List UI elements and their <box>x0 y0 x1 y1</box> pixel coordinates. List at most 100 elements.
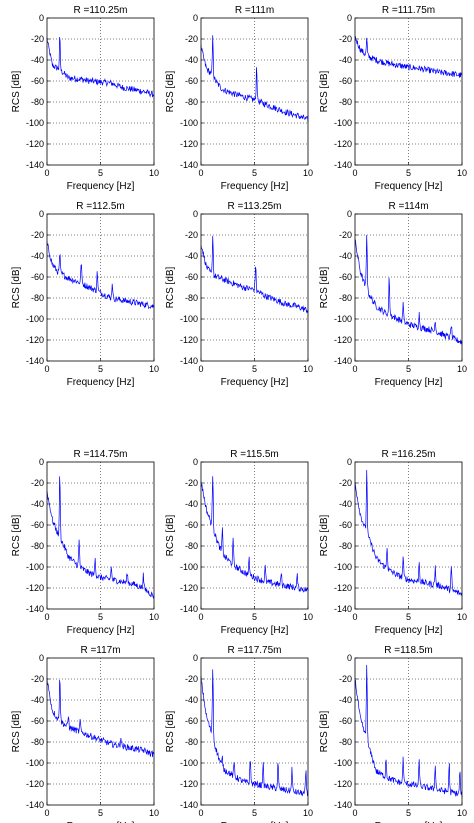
x-tick-label: 10 <box>149 168 159 178</box>
y-tick-label: -80 <box>185 293 198 303</box>
chart-panel: R =118.5m0-20-40-60-80-100-120-1400510Fr… <box>319 645 467 823</box>
y-axis-label: RCS [dB] <box>165 514 176 556</box>
chart-title: R =115.5m <box>230 449 278 460</box>
y-tick-label: -20 <box>339 674 352 684</box>
chart-title: R =117m <box>80 645 120 656</box>
x-axis-label: Frequency [Hz] <box>221 181 289 192</box>
y-tick-label: -60 <box>339 272 352 282</box>
x-tick-label: 10 <box>303 612 313 622</box>
x-tick-label: 0 <box>352 168 357 178</box>
y-tick-label: -120 <box>26 583 44 593</box>
x-tick-label: 5 <box>98 168 103 178</box>
y-tick-label: -80 <box>339 293 352 303</box>
y-tick-label: -140 <box>180 604 198 614</box>
y-axis-label: RCS [dB] <box>11 266 22 308</box>
x-axis-label: Frequency [Hz] <box>375 821 443 823</box>
axes-frame <box>200 17 309 166</box>
x-tick-label: 10 <box>303 168 313 178</box>
data-series-line <box>46 678 155 758</box>
x-axis-label: Frequency [Hz] <box>67 181 135 192</box>
y-tick-label: -80 <box>185 97 198 107</box>
y-tick-label: -80 <box>339 97 352 107</box>
axes-frame <box>354 17 463 166</box>
y-tick-label: -40 <box>339 695 352 705</box>
y-tick-label: -40 <box>339 251 352 261</box>
x-tick-label: 0 <box>44 364 49 374</box>
y-tick-label: -20 <box>339 230 352 240</box>
x-tick-label: 0 <box>44 808 49 818</box>
y-tick-label: -60 <box>31 76 44 86</box>
y-tick-label: -100 <box>334 314 352 324</box>
y-tick-label: -20 <box>31 34 44 44</box>
y-tick-label: 0 <box>347 13 352 23</box>
axes-frame <box>46 657 155 806</box>
y-tick-label: 0 <box>39 209 44 219</box>
y-tick-label: -80 <box>31 97 44 107</box>
x-tick-label: 10 <box>149 612 159 622</box>
x-tick-label: 10 <box>457 364 467 374</box>
x-axis-label: Frequency [Hz] <box>375 377 443 388</box>
chart-title: R =114.75m <box>73 449 127 460</box>
x-tick-label: 0 <box>198 612 203 622</box>
y-tick-label: -120 <box>334 335 352 345</box>
x-tick-label: 0 <box>44 168 49 178</box>
y-tick-label: -100 <box>26 118 44 128</box>
x-tick-label: 10 <box>457 808 467 818</box>
x-axis-label: Frequency [Hz] <box>375 625 443 636</box>
y-tick-label: -40 <box>185 499 198 509</box>
axes-frame <box>354 213 463 362</box>
y-tick-label: -120 <box>334 779 352 789</box>
y-tick-label: -100 <box>180 758 198 768</box>
y-axis-label: RCS [dB] <box>11 70 22 112</box>
y-tick-label: 0 <box>39 457 44 467</box>
data-series-line <box>200 476 309 593</box>
data-series-line <box>354 235 463 345</box>
x-tick-label: 5 <box>98 364 103 374</box>
chart-title: R =113.25m <box>227 201 281 212</box>
y-tick-label: -80 <box>31 737 44 747</box>
y-tick-label: -40 <box>185 695 198 705</box>
y-tick-label: -140 <box>334 800 352 810</box>
y-tick-label: -140 <box>26 160 44 170</box>
x-tick-label: 5 <box>406 612 411 622</box>
x-tick-label: 0 <box>44 612 49 622</box>
x-tick-label: 10 <box>303 364 313 374</box>
y-axis-label: RCS [dB] <box>165 266 176 308</box>
y-tick-label: -60 <box>339 520 352 530</box>
y-tick-label: -20 <box>31 478 44 488</box>
y-tick-label: -60 <box>185 716 198 726</box>
y-tick-label: -80 <box>339 737 352 747</box>
y-axis-label: RCS [dB] <box>165 710 176 752</box>
x-tick-label: 5 <box>252 808 257 818</box>
x-tick-label: 0 <box>198 364 203 374</box>
y-tick-label: -120 <box>180 335 198 345</box>
y-tick-label: -40 <box>339 499 352 509</box>
x-tick-label: 5 <box>406 808 411 818</box>
x-tick-label: 10 <box>303 808 313 818</box>
y-axis-label: RCS [dB] <box>319 710 330 752</box>
axes-frame <box>46 17 155 166</box>
y-tick-label: -20 <box>339 478 352 488</box>
y-tick-label: -40 <box>31 251 44 261</box>
y-tick-label: -100 <box>180 314 198 324</box>
x-tick-label: 0 <box>352 612 357 622</box>
axes-frame <box>46 213 155 362</box>
y-tick-label: -60 <box>339 716 352 726</box>
y-tick-label: -100 <box>26 314 44 324</box>
y-tick-label: 0 <box>193 13 198 23</box>
y-tick-label: 0 <box>347 457 352 467</box>
x-axis-label: Frequency [Hz] <box>67 377 135 388</box>
y-axis-label: RCS [dB] <box>319 514 330 556</box>
axes-frame <box>354 657 463 806</box>
y-tick-label: -80 <box>185 541 198 551</box>
y-tick-label: -60 <box>185 520 198 530</box>
chart-title: R =117.75m <box>227 645 281 656</box>
chart-title: R =114m <box>388 201 428 212</box>
chart-title: R =118.5m <box>384 645 432 656</box>
y-tick-label: -100 <box>334 118 352 128</box>
x-tick-label: 10 <box>149 808 159 818</box>
